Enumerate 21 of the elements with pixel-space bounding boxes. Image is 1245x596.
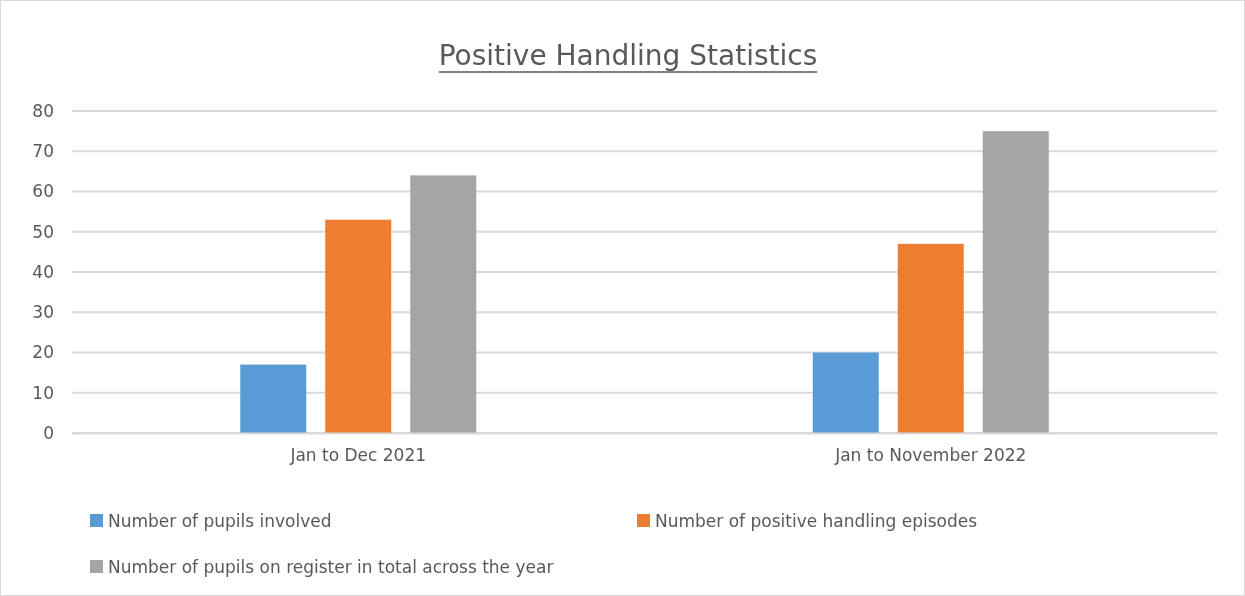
bar: [325, 219, 392, 433]
y-tick-label: 0: [43, 422, 54, 443]
y-tick-label: 60: [32, 181, 54, 202]
bar: [812, 352, 879, 433]
bar: [982, 131, 1049, 433]
chart-title: Positive Handling Statistics: [438, 39, 818, 72]
y-tick-label: 40: [32, 261, 54, 282]
y-tick-label: 80: [32, 100, 54, 121]
bar: [410, 175, 477, 433]
y-tick-label: 10: [32, 382, 54, 403]
y-tick-label: 70: [32, 141, 54, 162]
x-tick-label: Jan to Dec 2021: [289, 445, 427, 466]
y-tick-label: 50: [32, 221, 54, 242]
bar: [897, 243, 964, 433]
y-tick-label: 30: [32, 302, 54, 323]
legend-label: Number of pupils on register in total across the year: [108, 557, 554, 577]
x-tick-label: Jan to November 2022: [834, 445, 1027, 466]
y-tick-label: 20: [32, 342, 54, 363]
legend-label: Number of positive handling episodes: [655, 511, 978, 531]
bar: [240, 364, 307, 433]
legend-label: Number of pupils involved: [108, 511, 332, 531]
